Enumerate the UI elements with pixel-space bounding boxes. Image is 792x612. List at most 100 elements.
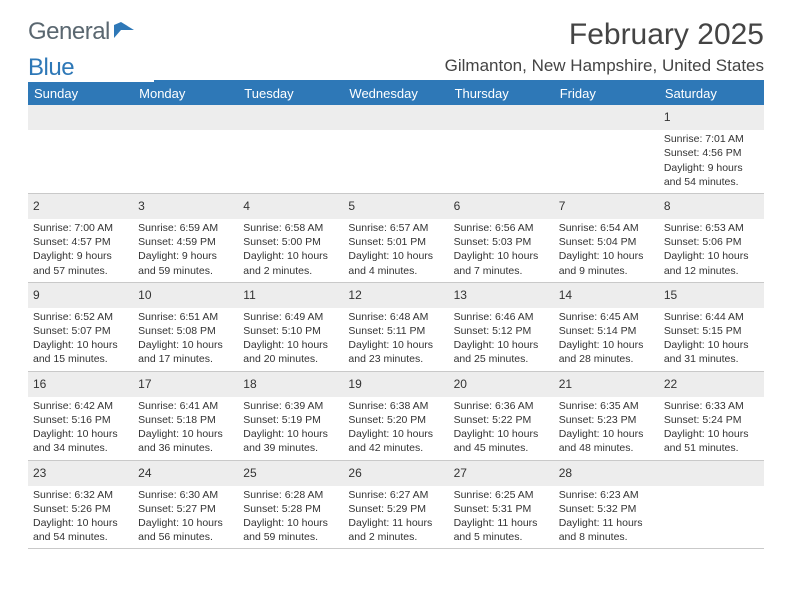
day-number: 16 — [33, 374, 128, 393]
day-number-cell: 10 — [133, 283, 238, 308]
day-detail-line: Daylight: 10 hours — [559, 427, 654, 441]
day-cell: Sunrise: 6:59 AMSunset: 4:59 PMDaylight:… — [133, 219, 238, 282]
day-detail-line: Daylight: 10 hours — [138, 338, 233, 352]
day-detail-line: Sunrise: 6:44 AM — [664, 310, 759, 324]
day-detail-line: Daylight: 9 hours — [33, 249, 128, 263]
location-text: Gilmanton, New Hampshire, United States — [154, 56, 764, 82]
day-cell — [343, 130, 448, 193]
day-number-cell: 13 — [449, 283, 554, 308]
day-cell — [28, 130, 133, 193]
day-detail-line: Sunset: 5:20 PM — [348, 413, 443, 427]
day-number-cell — [133, 105, 238, 130]
day-detail-line: Sunset: 4:56 PM — [664, 146, 759, 160]
day-number: 18 — [243, 374, 338, 393]
day-number-cell: 9 — [28, 283, 133, 308]
day-cell: Sunrise: 7:01 AMSunset: 4:56 PMDaylight:… — [659, 130, 764, 193]
day-detail-line: and 2 minutes. — [243, 264, 338, 278]
day-detail-line: and 39 minutes. — [243, 441, 338, 455]
day-number-cell: 2 — [28, 194, 133, 219]
day-detail-line: Sunset: 4:57 PM — [33, 235, 128, 249]
dow-cell: Sunday — [28, 82, 133, 105]
day-number: 26 — [348, 463, 443, 482]
day-detail-line: Daylight: 10 hours — [664, 249, 759, 263]
day-number: 10 — [138, 285, 233, 304]
day-number-cell: 22 — [659, 372, 764, 397]
week-row: Sunrise: 6:32 AMSunset: 5:26 PMDaylight:… — [28, 486, 764, 550]
calendar-grid: SundayMondayTuesdayWednesdayThursdayFrid… — [28, 82, 764, 549]
day-detail-line: Daylight: 9 hours — [664, 161, 759, 175]
day-detail-line: and 15 minutes. — [33, 352, 128, 366]
day-detail-line: Sunrise: 6:32 AM — [33, 488, 128, 502]
day-detail-line: Sunrise: 7:00 AM — [33, 221, 128, 235]
day-number: 15 — [664, 285, 759, 304]
day-number: 6 — [454, 196, 549, 215]
day-detail-line: Daylight: 10 hours — [559, 338, 654, 352]
day-detail-line: Daylight: 10 hours — [138, 427, 233, 441]
day-number-cell — [659, 461, 764, 486]
day-detail-line: and 9 minutes. — [559, 264, 654, 278]
day-detail-line: Sunset: 5:31 PM — [454, 502, 549, 516]
day-detail-line: Daylight: 10 hours — [243, 249, 338, 263]
day-number-cell: 19 — [343, 372, 448, 397]
day-cell: Sunrise: 6:36 AMSunset: 5:22 PMDaylight:… — [449, 397, 554, 460]
day-detail-line: and 36 minutes. — [138, 441, 233, 455]
day-number: 24 — [138, 463, 233, 482]
day-detail-line: Sunset: 5:22 PM — [454, 413, 549, 427]
day-detail-line: and 23 minutes. — [348, 352, 443, 366]
day-detail-line: Sunset: 5:01 PM — [348, 235, 443, 249]
day-detail-line: Sunset: 5:29 PM — [348, 502, 443, 516]
day-cell: Sunrise: 6:38 AMSunset: 5:20 PMDaylight:… — [343, 397, 448, 460]
day-detail-line: Sunset: 5:04 PM — [559, 235, 654, 249]
day-detail-line: and 8 minutes. — [559, 530, 654, 544]
day-detail-line: Sunrise: 6:48 AM — [348, 310, 443, 324]
day-number-cell: 16 — [28, 372, 133, 397]
day-detail-line: Daylight: 11 hours — [348, 516, 443, 530]
day-cell: Sunrise: 6:54 AMSunset: 5:04 PMDaylight:… — [554, 219, 659, 282]
day-detail-line: and 59 minutes. — [243, 530, 338, 544]
dow-cell: Saturday — [659, 82, 764, 105]
day-cell — [449, 130, 554, 193]
day-detail-line: Daylight: 11 hours — [454, 516, 549, 530]
week-number-row: 2345678 — [28, 194, 764, 219]
day-detail-line: and 42 minutes. — [348, 441, 443, 455]
day-number-cell: 23 — [28, 461, 133, 486]
day-detail-line: Sunset: 5:08 PM — [138, 324, 233, 338]
day-detail-line: Sunrise: 6:46 AM — [454, 310, 549, 324]
day-detail-line: Sunset: 5:10 PM — [243, 324, 338, 338]
day-detail-line: Daylight: 10 hours — [348, 427, 443, 441]
day-number: 2 — [33, 196, 128, 215]
day-detail-line: Sunrise: 6:59 AM — [138, 221, 233, 235]
day-detail-line: Daylight: 10 hours — [33, 516, 128, 530]
week-row: Sunrise: 6:52 AMSunset: 5:07 PMDaylight:… — [28, 308, 764, 372]
day-number-cell: 11 — [238, 283, 343, 308]
day-number: 12 — [348, 285, 443, 304]
day-detail-line: Sunrise: 6:49 AM — [243, 310, 338, 324]
day-detail-line: Daylight: 10 hours — [243, 338, 338, 352]
day-detail-line: Sunset: 4:59 PM — [138, 235, 233, 249]
day-detail-line: and 31 minutes. — [664, 352, 759, 366]
day-number-cell — [449, 105, 554, 130]
day-cell: Sunrise: 6:41 AMSunset: 5:18 PMDaylight:… — [133, 397, 238, 460]
day-detail-line: Sunset: 5:07 PM — [33, 324, 128, 338]
week-number-row: 9 10 11 12 13 14 15 — [28, 283, 764, 308]
day-number-cell: 21 — [554, 372, 659, 397]
day-number: 14 — [559, 285, 654, 304]
day-detail-line: Sunrise: 7:01 AM — [664, 132, 759, 146]
day-detail-line: and 20 minutes. — [243, 352, 338, 366]
day-number-cell: 7 — [554, 194, 659, 219]
day-detail-line: Sunset: 5:24 PM — [664, 413, 759, 427]
day-detail-line: Sunrise: 6:39 AM — [243, 399, 338, 413]
day-detail-line: Sunset: 5:23 PM — [559, 413, 654, 427]
brand-logo-2: Blue — [28, 54, 74, 82]
day-detail-line: Sunset: 5:16 PM — [33, 413, 128, 427]
week-number-row: 1 — [28, 105, 764, 130]
day-cell: Sunrise: 6:33 AMSunset: 5:24 PMDaylight:… — [659, 397, 764, 460]
day-detail-line: Sunrise: 6:56 AM — [454, 221, 549, 235]
day-number-cell: 28 — [554, 461, 659, 486]
day-detail-line: Sunrise: 6:38 AM — [348, 399, 443, 413]
day-detail-line: Sunrise: 6:57 AM — [348, 221, 443, 235]
day-detail-line: and 28 minutes. — [559, 352, 654, 366]
day-detail-line: and 12 minutes. — [664, 264, 759, 278]
day-cell: Sunrise: 6:51 AMSunset: 5:08 PMDaylight:… — [133, 308, 238, 371]
dow-cell: Friday — [554, 82, 659, 105]
